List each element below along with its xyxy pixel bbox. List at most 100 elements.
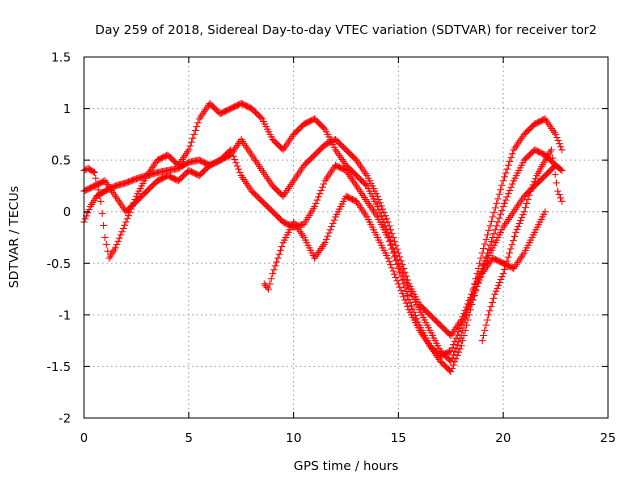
data-point [523, 199, 531, 207]
data-point [445, 348, 453, 356]
data-point [498, 273, 506, 281]
data-point [526, 187, 534, 195]
data-point [236, 168, 244, 176]
data-point [449, 361, 457, 369]
data-point [123, 215, 131, 223]
data-point [90, 169, 98, 177]
data-point [505, 249, 513, 257]
data-point [451, 337, 459, 345]
data-point [470, 289, 478, 297]
data-point [113, 241, 121, 249]
data-point [473, 282, 481, 290]
data-point [401, 296, 409, 304]
data-point [404, 302, 412, 310]
data-point [453, 331, 461, 339]
data-point [468, 295, 476, 303]
data-point [509, 237, 517, 245]
data-point [491, 204, 499, 212]
data-point [269, 270, 277, 278]
data-point [451, 358, 459, 366]
data-point [478, 337, 486, 345]
data-point [114, 237, 122, 245]
data-point [497, 210, 505, 218]
data-point [501, 173, 509, 181]
data-point [464, 305, 472, 313]
data-point [385, 222, 393, 230]
data-point [503, 165, 511, 173]
series-trace-e [478, 146, 566, 345]
data-point [100, 221, 108, 229]
data-point [489, 213, 497, 221]
data-point [485, 311, 493, 319]
data-point [98, 209, 106, 217]
data-point [502, 261, 510, 269]
data-point [452, 355, 460, 363]
data-point [482, 321, 490, 329]
data-point [264, 285, 272, 293]
data-point [275, 250, 283, 258]
y-tick-label: -1.5 [47, 359, 71, 374]
data-point [388, 230, 396, 238]
data-point [377, 212, 385, 220]
series-trace-d [260, 192, 549, 360]
data-point [383, 215, 391, 223]
x-tick-label: 15 [390, 430, 406, 445]
data-point [551, 171, 559, 179]
data-point [388, 264, 396, 272]
data-point [389, 234, 397, 241]
data-point [459, 318, 467, 326]
data-point [549, 154, 557, 162]
y-tick-label: 0 [63, 204, 71, 219]
data-point [389, 267, 397, 275]
data-point [493, 222, 501, 230]
data-point [553, 133, 561, 141]
data-point [81, 215, 89, 223]
data-point [273, 258, 281, 266]
data-point [101, 234, 109, 241]
data-point [530, 178, 538, 186]
data-point [396, 253, 404, 261]
data-point [373, 192, 381, 200]
data-point [512, 228, 520, 236]
data-point [469, 292, 477, 300]
data-point [483, 316, 491, 324]
data-point [392, 241, 400, 249]
data-point [387, 226, 395, 234]
data-point [231, 155, 239, 163]
data-point [472, 286, 480, 294]
x-tick-label: 10 [286, 430, 302, 445]
data-point [488, 298, 496, 306]
data-point [267, 275, 275, 283]
data-point [457, 321, 465, 329]
series-trace-a [80, 146, 566, 376]
data-point [494, 218, 502, 226]
data-point [452, 334, 460, 342]
data-point [499, 270, 507, 278]
data-point [316, 190, 324, 198]
data-point [393, 245, 401, 253]
data-point [513, 225, 521, 233]
data-point [404, 292, 412, 300]
data-point [330, 216, 338, 224]
data-point [554, 137, 562, 145]
data-point [321, 239, 329, 247]
data-point [490, 230, 498, 238]
data-point [328, 223, 336, 231]
data-point [503, 257, 511, 265]
data-point [494, 281, 502, 289]
data-point [558, 197, 566, 205]
data-point [117, 231, 125, 239]
data-point [89, 168, 97, 176]
data-point [185, 146, 193, 154]
data-point [494, 195, 502, 203]
data-point [390, 270, 398, 278]
data-point [400, 293, 408, 301]
x-axis-tick-labels: 0 5 10 15 20 25 [80, 430, 616, 445]
data-point [515, 220, 523, 228]
data-point [511, 232, 519, 240]
data-point [398, 290, 406, 298]
data-point [397, 257, 405, 265]
data-point [271, 262, 279, 270]
data-point [390, 237, 398, 245]
data-point [102, 240, 110, 248]
